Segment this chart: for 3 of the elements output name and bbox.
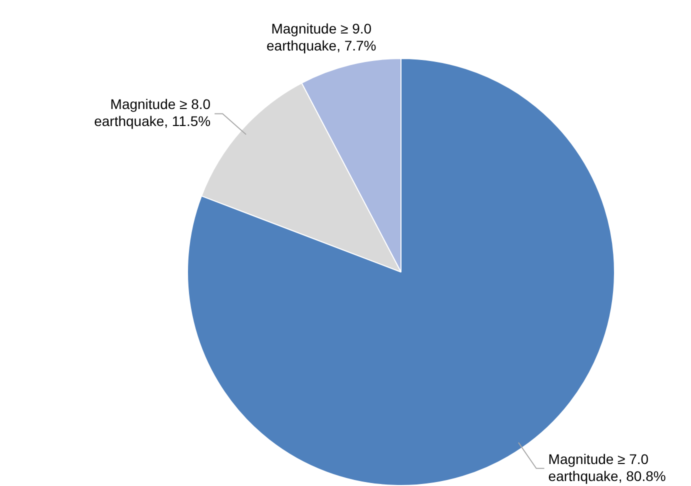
slice-label: Magnitude ≥ 7.0 earthquake, 80.8% bbox=[548, 450, 666, 484]
slice-label: Magnitude ≥ 8.0 earthquake, 11.5% bbox=[94, 96, 211, 130]
slice-label: Magnitude ≥ 9.0 earthquake, 7.7% bbox=[266, 20, 376, 54]
